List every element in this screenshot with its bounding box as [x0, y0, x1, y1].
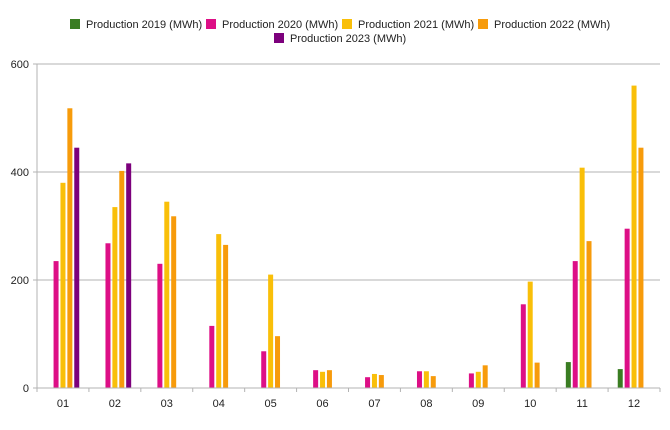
bar [417, 371, 422, 388]
bar [638, 148, 643, 388]
bar [216, 234, 221, 388]
bar [372, 374, 377, 388]
x-tick-label: 04 [213, 398, 225, 410]
legend-swatch [70, 19, 80, 29]
bar [327, 370, 332, 388]
bar [580, 168, 585, 388]
legend-item: Production 2021 (MWh) [342, 19, 474, 31]
y-axis-ticks: 0 200 400 600 [11, 59, 37, 395]
legend-swatch [342, 19, 352, 29]
bar [535, 363, 540, 388]
bar [164, 202, 169, 388]
bar [74, 148, 79, 388]
legend-swatch [478, 19, 488, 29]
x-tick-label: 10 [524, 398, 536, 410]
bar [112, 207, 117, 388]
bar [275, 336, 280, 388]
bar [521, 304, 526, 388]
x-tick-label: 12 [628, 398, 640, 410]
y-tick-label: 200 [11, 275, 29, 287]
legend-label: Production 2020 (MWh) [222, 19, 338, 31]
x-tick-label: 01 [57, 398, 69, 410]
bar [469, 373, 474, 388]
bar [268, 275, 273, 388]
x-tick-label: 08 [420, 398, 432, 410]
bar [157, 264, 162, 388]
x-tick-label: 11 [576, 398, 587, 410]
bars-group [54, 86, 644, 388]
legend-swatch [206, 19, 216, 29]
bar [587, 241, 592, 388]
legend-item: Production 2019 (MWh) [70, 19, 202, 31]
x-tick-label: 09 [472, 398, 484, 410]
legend-label: Production 2021 (MWh) [358, 19, 474, 31]
bar [126, 163, 131, 388]
bar [573, 261, 578, 388]
production-chart: Production 2019 (MWh) Production 2020 (MW… [0, 0, 670, 430]
legend-swatch [274, 33, 284, 43]
legend-label: Production 2023 (MWh) [290, 33, 406, 45]
y-tick-label: 600 [11, 59, 29, 71]
bar [261, 351, 266, 388]
x-tick-label: 06 [316, 398, 328, 410]
bar [528, 282, 533, 388]
bar [223, 245, 228, 388]
bar [119, 171, 124, 388]
bar [424, 371, 429, 388]
legend-item: Production 2022 (MWh) [478, 19, 610, 31]
bar [625, 229, 630, 388]
x-tick-label: 03 [161, 398, 173, 410]
bar [313, 370, 318, 388]
bar [67, 108, 72, 388]
legend-item: Production 2023 (MWh) [274, 33, 406, 45]
x-tick-label: 05 [265, 398, 277, 410]
y-tick-label: 400 [11, 167, 29, 179]
bar [320, 372, 325, 388]
bar [105, 243, 110, 388]
bar [566, 362, 571, 388]
x-tick-label: 02 [109, 398, 121, 410]
bar [632, 86, 637, 388]
bar [171, 216, 176, 388]
bar [209, 326, 214, 388]
chart-legend: Production 2019 (MWh) Production 2020 (MW… [70, 19, 610, 45]
bar [365, 377, 370, 388]
legend-label: Production 2022 (MWh) [494, 19, 610, 31]
bar [379, 375, 384, 388]
bar [476, 372, 481, 388]
bar [483, 365, 488, 388]
x-axis-ticks: 01 02 03 04 05 06 07 08 09 10 11 12 [37, 388, 660, 410]
x-tick-label: 07 [368, 398, 380, 410]
y-tick-label: 0 [23, 383, 29, 395]
bar [618, 369, 623, 388]
legend-item: Production 2020 (MWh) [206, 19, 338, 31]
bar [431, 376, 436, 388]
bar [54, 261, 59, 388]
legend-label: Production 2019 (MWh) [86, 19, 202, 31]
bar [60, 183, 65, 388]
